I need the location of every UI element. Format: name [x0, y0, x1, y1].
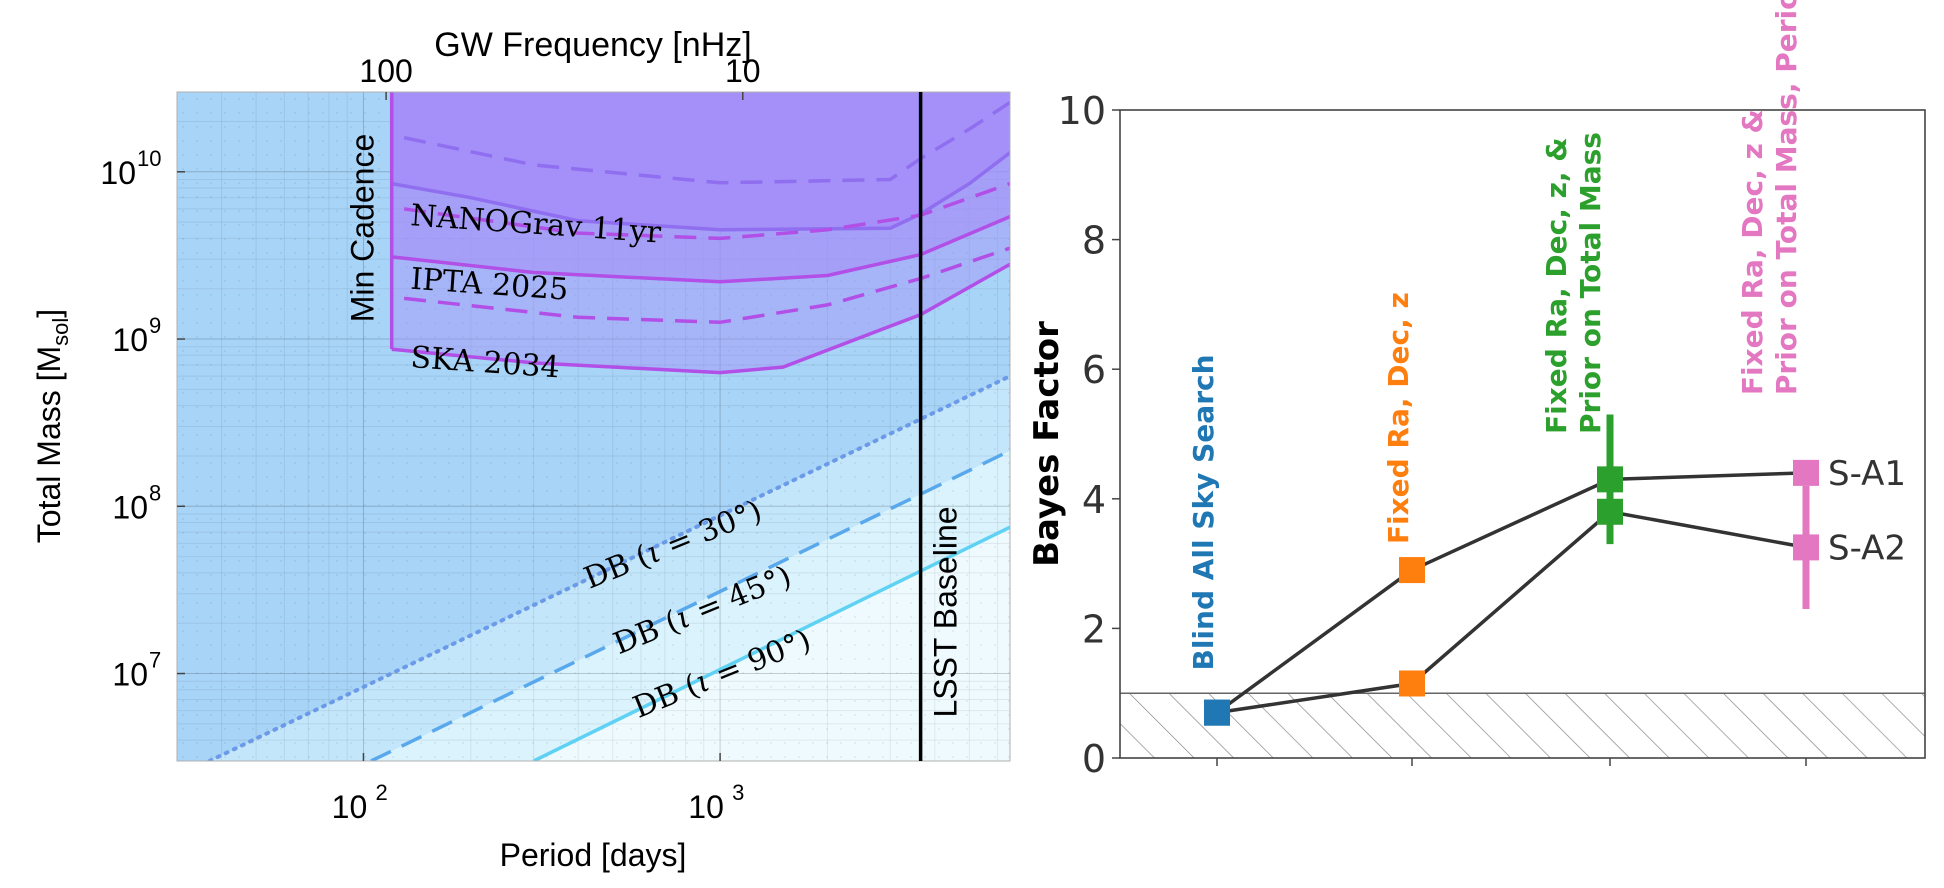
db-line: [370, 449, 1010, 761]
marker: [1399, 670, 1425, 697]
bayes-y-tick-label: 0: [1082, 737, 1106, 781]
marker: [1399, 557, 1425, 584]
pta-dashed-line: [403, 181, 1010, 241]
marker: [1793, 459, 1819, 486]
pta-solid-line: [391, 151, 1010, 232]
series-label: S-A2: [1828, 528, 1906, 568]
left-plot-area: [177, 92, 1010, 761]
ipta-region: [391, 92, 1010, 282]
x-tick-exponent: 2: [375, 780, 387, 805]
y-axis-label: Total Mass [Msol]: [31, 309, 73, 543]
db-line: [532, 525, 1010, 761]
category-label: Fixed Ra, Dec, z: [1382, 292, 1415, 544]
hatch-region: [1120, 693, 1925, 758]
category-label: Fixed Ra, Dec, z, &: [1540, 137, 1573, 434]
pta-dashed-line: [403, 100, 1010, 185]
pta-solid-line: [391, 214, 1010, 284]
marker: [1204, 699, 1230, 726]
top-tick-label: 100: [359, 53, 412, 89]
bayes-y-tick-label: 4: [1082, 478, 1106, 522]
top-axis-label: GW Frequency [nHz]: [434, 26, 751, 64]
x-tick-label: 10: [688, 789, 724, 825]
category-labels: Blind All Sky Search Fixed Ra, Dec, z Fixe…: [1187, 0, 1803, 671]
bayes-y-tick-label: 6: [1082, 348, 1106, 392]
marker: [1597, 498, 1623, 525]
bayes-y-label: Bayes Factor: [1027, 321, 1067, 567]
db-line: [207, 374, 1010, 761]
series-line: [1216, 509, 1807, 715]
x-tick-label: 10: [332, 789, 368, 825]
min-cadence-label: Min Cadence: [345, 134, 381, 323]
y-tick-exponent: 8: [149, 480, 161, 505]
marker: [1793, 534, 1819, 561]
x-axis-label: Period [days]: [500, 837, 687, 873]
series: S-A1 S-A2: [1204, 414, 1906, 726]
lsst-baseline-label: LSST Baseline: [928, 506, 964, 717]
y-tick-label: 10: [100, 155, 136, 191]
y-tick-exponent: 9: [149, 313, 161, 338]
pta-solid-line: [391, 262, 1010, 375]
x-tick-exponent: 3: [732, 780, 744, 805]
right-ticks: 0 2 4 6 8 10: [1058, 89, 1807, 781]
bayes-y-tick-label: 2: [1082, 607, 1106, 651]
bayes-y-tick-label: 10: [1058, 89, 1106, 133]
series-label: S-A1: [1828, 454, 1906, 494]
db-lines: [207, 374, 1010, 761]
y-tick-label: 10: [112, 322, 148, 358]
category-label: Blind All Sky Search: [1187, 354, 1220, 670]
left-frame: [176, 91, 1011, 762]
y-tick-label: 10: [112, 657, 148, 693]
ska-region: [391, 92, 1010, 373]
top-tick-label: 10: [725, 53, 761, 89]
category-label: Prior on Total Mass: [1574, 132, 1607, 434]
y-tick-exponent: 10: [137, 146, 161, 171]
bayes-y-tick-label: 8: [1082, 219, 1106, 263]
y-tick-label: 10: [112, 489, 148, 525]
pta-dashed-line: [403, 246, 1010, 325]
marker: [1597, 466, 1623, 493]
pta-lines: [389, 92, 1010, 375]
category-label: Fixed Ra, Dec, z &: [1736, 109, 1769, 395]
y-tick-exponent: 7: [149, 648, 161, 673]
right-chart: 0 2 4 6 8 10 Blind All Sky Search Fixed Ra, De…: [1027, 0, 1926, 781]
series-line: [1215, 471, 1807, 715]
category-label: Prior on Total Mass, Period: [1770, 0, 1803, 395]
right-frame: [1119, 109, 1926, 759]
